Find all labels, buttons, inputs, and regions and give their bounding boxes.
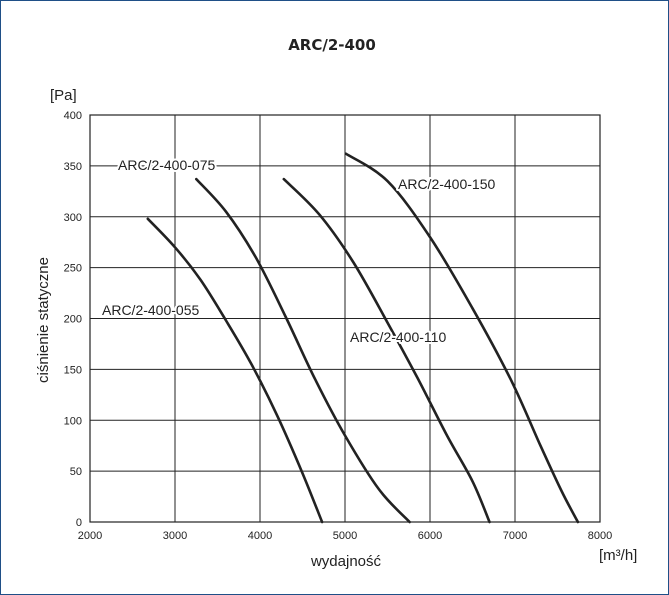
x-unit-label: [m³/h]: [599, 547, 637, 564]
series-line-4: [344, 152, 580, 524]
y-tick-label: 0: [76, 517, 82, 529]
series-group: [146, 152, 580, 524]
y-tick-label: 350: [64, 161, 82, 173]
y-tick-label: 100: [64, 415, 82, 427]
x-tick-label: 2000: [78, 530, 102, 542]
series-label-3: ARC/2-400-110: [350, 329, 446, 345]
chart-title: ARC/2-400: [288, 36, 376, 54]
x-tick-label: 4000: [248, 530, 272, 542]
series-labels: ARC/2-400-055 ARC/2-400-075 ARC/2-400-110 A…: [100, 155, 497, 347]
series-line-2: [195, 177, 411, 524]
series-line-3: [282, 177, 491, 524]
series-label-2: ARC/2-400-075: [118, 157, 215, 173]
series-label-1: ARC/2-400-055: [102, 302, 199, 318]
series-line-1: [146, 217, 324, 524]
y-axis-label: ciśnienie statyczne: [35, 257, 52, 383]
y-tick-label: 250: [64, 263, 82, 275]
x-tick-label: 6000: [418, 530, 442, 542]
x-tick-label: 7000: [503, 530, 527, 542]
grid: 2000 3000 4000 5000 6000 7000 8000 0 50 100 150 200…: [64, 110, 613, 542]
x-tick-label: 8000: [588, 530, 612, 542]
y-unit-label: [Pa]: [50, 87, 77, 104]
x-tick-label: 5000: [333, 530, 357, 542]
y-tick-label: 150: [64, 364, 82, 376]
y-tick-label: 300: [64, 212, 82, 224]
x-tick-label: 3000: [163, 530, 187, 542]
x-axis-label: wydajność: [310, 553, 382, 570]
plot-border: [89, 114, 601, 523]
y-tick-label: 200: [64, 314, 82, 326]
y-tick-label: 400: [64, 110, 82, 122]
series-label-4: ARC/2-400-150: [398, 176, 495, 192]
y-tick-label: 50: [70, 466, 82, 478]
